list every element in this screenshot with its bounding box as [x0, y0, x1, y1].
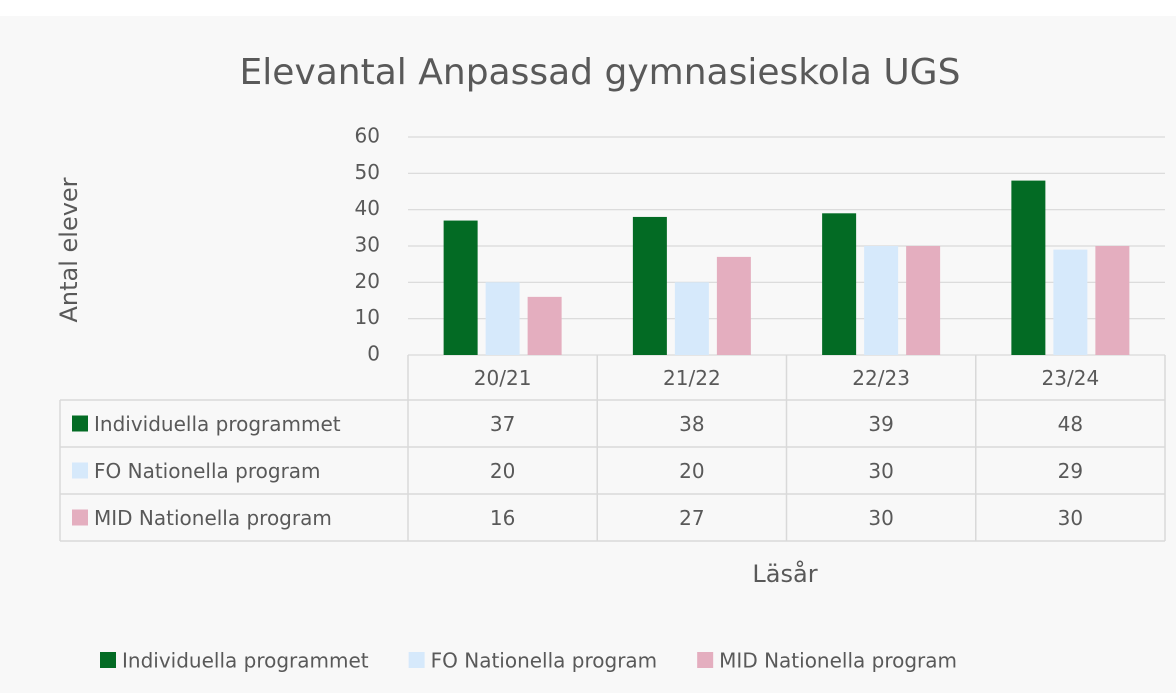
legend-swatch	[72, 462, 88, 479]
legend-swatch	[408, 652, 425, 668]
y-tick-label: 0	[367, 342, 380, 366]
chart-title: Elevantal Anpassad gymnasieskola UGS	[240, 52, 961, 93]
legend-swatch	[697, 652, 714, 668]
bar	[906, 246, 941, 355]
table-value: 30	[868, 459, 893, 483]
x-tick-label: 23/24	[1042, 366, 1100, 390]
legend-label: FO Nationella program	[431, 649, 658, 673]
bar	[1053, 249, 1088, 355]
bar	[864, 246, 899, 355]
bar	[485, 282, 520, 355]
y-tick-label: 20	[355, 269, 380, 293]
legend-swatch	[72, 509, 88, 526]
table-value: 27	[679, 506, 704, 530]
bar	[527, 296, 562, 355]
x-tick-label: 21/22	[663, 366, 721, 390]
table-value: 48	[1058, 412, 1083, 436]
table-value: 39	[868, 412, 893, 436]
x-axis-title: Läsår	[752, 559, 817, 588]
bar	[716, 256, 751, 355]
legend-swatch	[100, 652, 116, 668]
table-row-label: Individuella programmet	[94, 412, 341, 436]
x-tick-label: 22/23	[852, 366, 910, 390]
y-tick-label: 40	[355, 196, 380, 220]
table-value: 30	[868, 506, 893, 530]
table-value: 16	[490, 506, 515, 530]
table-value: 30	[1058, 506, 1083, 530]
table-value: 37	[490, 412, 515, 436]
y-tick-label: 10	[355, 305, 380, 329]
y-axis-title: Antal elever	[55, 177, 83, 322]
y-tick-label: 50	[355, 160, 380, 184]
bar	[822, 213, 857, 355]
bar	[632, 216, 667, 355]
x-tick-label: 20/21	[474, 366, 532, 390]
table-value: 20	[490, 459, 515, 483]
table-value: 20	[679, 459, 704, 483]
y-tick-label: 60	[355, 124, 380, 148]
bar	[1011, 180, 1046, 355]
table-row-label: FO Nationella program	[94, 459, 321, 483]
bar	[1095, 246, 1130, 355]
legend-label: MID Nationella program	[719, 649, 957, 673]
bar	[674, 282, 709, 355]
legend-label: Individuella programmet	[122, 649, 369, 673]
legend-swatch	[72, 415, 88, 432]
table-row-label: MID Nationella program	[94, 506, 332, 530]
table-value: 38	[679, 412, 704, 436]
bar	[443, 220, 478, 355]
y-tick-label: 30	[355, 233, 380, 257]
table-value: 29	[1058, 459, 1083, 483]
